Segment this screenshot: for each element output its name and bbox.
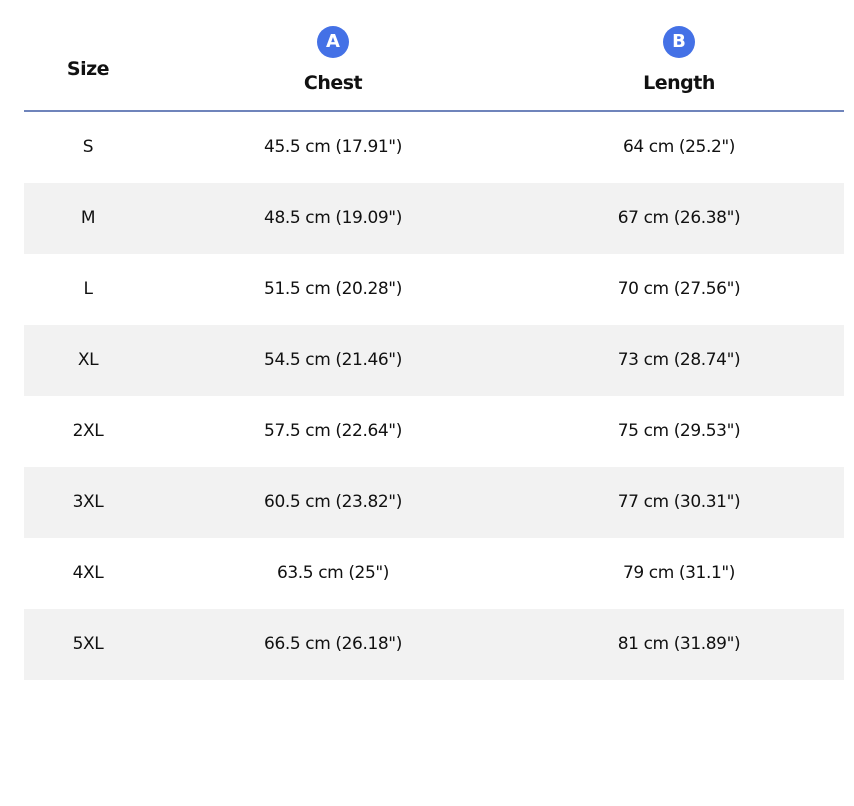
table-row: 4XL 63.5 cm (25") 79 cm (31.1"): [24, 538, 844, 609]
size-cell: 2XL: [72, 421, 104, 441]
table-body: S 45.5 cm (17.91") 64 cm (25.2") M 48.5 cm (…: [24, 112, 844, 680]
length-cell: 81 cm (31.89"): [617, 634, 741, 654]
size-cell: 3XL: [72, 492, 104, 512]
chest-cell: 60.5 cm (23.82"): [264, 492, 402, 512]
table-row: M 48.5 cm (19.09") 67 cm (26.38"): [24, 183, 844, 254]
chest-cell: 54.5 cm (21.46"): [264, 350, 402, 370]
table-row: 2XL 57.5 cm (22.64") 75 cm (29.53"): [24, 396, 844, 467]
chest-cell: 57.5 cm (22.64"): [264, 421, 402, 441]
size-cell: 5XL: [72, 634, 104, 654]
table-row: S 45.5 cm (17.91") 64 cm (25.2"): [24, 112, 844, 183]
chest-badge: A: [317, 26, 349, 58]
chest-cell: 66.5 cm (26.18"): [264, 634, 402, 654]
chest-cell: 63.5 cm (25"): [276, 563, 390, 583]
chest-cell: 45.5 cm (17.91"): [264, 137, 402, 157]
length-cell: 73 cm (28.74"): [617, 350, 741, 370]
length-cell: 79 cm (31.1"): [622, 563, 736, 583]
size-cell: S: [82, 137, 94, 157]
table-row: XL 54.5 cm (21.46") 73 cm (28.74"): [24, 325, 844, 396]
header-chest: A Chest: [152, 0, 514, 110]
table-header: Size A Chest B Length: [24, 0, 844, 112]
table-row: 5XL 66.5 cm (26.18") 81 cm (31.89"): [24, 609, 844, 680]
size-cell: L: [83, 279, 93, 299]
size-cell: 4XL: [72, 563, 104, 583]
length-cell: 67 cm (26.38"): [617, 208, 741, 228]
header-length: B Length: [514, 0, 844, 110]
size-cell: XL: [77, 350, 99, 370]
length-cell: 70 cm (27.56"): [617, 279, 741, 299]
chest-cell: 48.5 cm (19.09"): [264, 208, 402, 228]
header-chest-label: Chest: [303, 72, 363, 94]
header-size-label: Size: [66, 58, 110, 80]
length-cell: 64 cm (25.2"): [622, 137, 736, 157]
length-cell: 75 cm (29.53"): [617, 421, 741, 441]
header-size: Size: [24, 0, 152, 110]
length-cell: 77 cm (30.31"): [617, 492, 741, 512]
header-length-label: Length: [643, 72, 715, 94]
chest-cell: 51.5 cm (20.28"): [264, 279, 402, 299]
length-badge: B: [663, 26, 695, 58]
table-row: L 51.5 cm (20.28") 70 cm (27.56"): [24, 254, 844, 325]
size-cell: M: [80, 208, 96, 228]
size-chart-table: Size A Chest B Length S 45.5 cm (17.91") 6…: [24, 0, 844, 680]
table-row: 3XL 60.5 cm (23.82") 77 cm (30.31"): [24, 467, 844, 538]
